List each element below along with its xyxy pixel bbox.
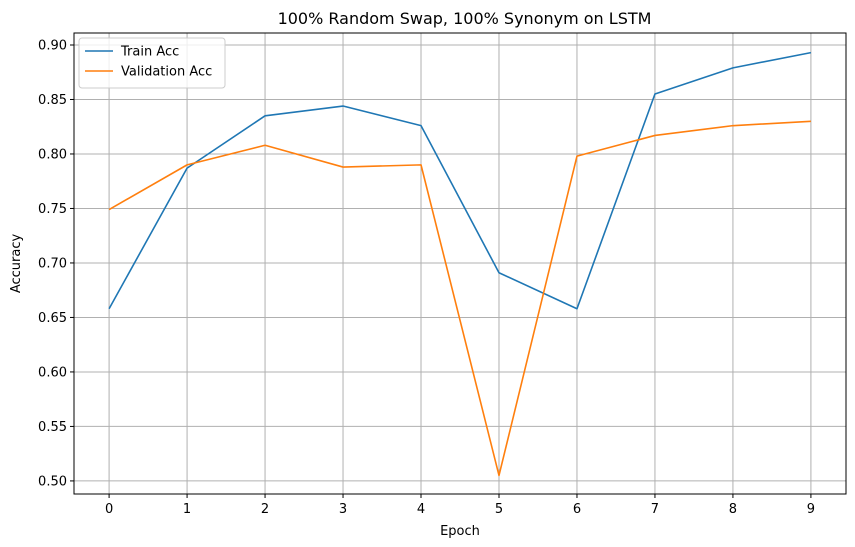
y-tick-label: 0.55	[38, 420, 67, 435]
series-line-train-acc	[108, 51, 812, 310]
x-tick-label: 3	[339, 502, 347, 517]
grid	[74, 33, 846, 494]
x-tick-label: 4	[417, 502, 425, 517]
y-tick-label: 0.65	[38, 311, 67, 326]
x-axis: 0 1 2 3 4 5 6 7 8 9	[105, 494, 815, 517]
x-axis-title: Epoch	[440, 524, 480, 539]
legend-box	[78, 37, 226, 89]
series-line-validation-acc	[108, 120, 811, 477]
y-tick-label: 0.60	[38, 365, 67, 380]
y-axis-title: Accuracy	[9, 234, 24, 294]
plot-frame	[73, 32, 847, 495]
y-tick-label: 0.70	[38, 256, 67, 271]
y-tick-label: 0.50	[38, 474, 67, 489]
x-tick-label: 8	[729, 502, 737, 517]
x-tick-label: 7	[651, 502, 659, 517]
y-axis: 0.50 0.55 0.60 0.65 0.70 0.75 0.80 0.85 0.90	[38, 38, 74, 489]
legend: Train Acc Validation Acc	[78, 37, 226, 89]
series-lines	[108, 51, 812, 477]
x-tick-label: 5	[495, 502, 503, 517]
x-tick-label: 2	[261, 502, 269, 517]
legend-label-validation-acc: Validation Acc	[121, 65, 212, 80]
y-tick-label: 0.80	[38, 147, 67, 162]
y-tick-label: 0.75	[38, 202, 67, 217]
x-tick-label: 9	[807, 502, 815, 517]
x-tick-label: 0	[105, 502, 113, 517]
chart-title: 100% Random Swap, 100% Synonym on LSTM	[278, 9, 652, 28]
legend-label-train-acc: Train Acc	[120, 45, 179, 60]
y-tick-label: 0.90	[38, 38, 67, 53]
y-tick-label: 0.85	[38, 93, 67, 108]
x-tick-label: 6	[573, 502, 581, 517]
x-tick-label: 1	[183, 502, 191, 517]
